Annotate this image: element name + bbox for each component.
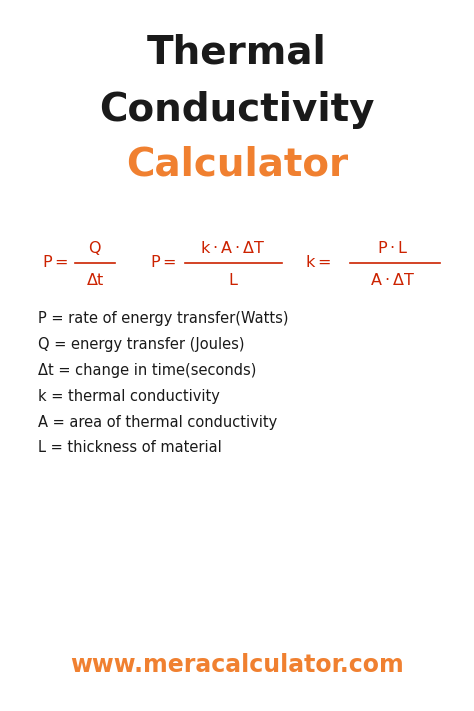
Text: www.meracalculator.com: www.meracalculator.com bbox=[70, 653, 404, 677]
Text: Δt = change in time(seconds): Δt = change in time(seconds) bbox=[38, 363, 256, 378]
Text: $\mathregular{k \cdot A \cdot \Delta T}$: $\mathregular{k \cdot A \cdot \Delta T}$ bbox=[200, 240, 266, 256]
Text: Conductivity: Conductivity bbox=[99, 91, 375, 129]
Text: $\mathregular{P}=$: $\mathregular{P}=$ bbox=[42, 254, 69, 270]
Text: $\mathregular{P}=$: $\mathregular{P}=$ bbox=[150, 254, 176, 270]
Text: Q = energy transfer (Joules): Q = energy transfer (Joules) bbox=[38, 336, 245, 351]
Text: L = thickness of material: L = thickness of material bbox=[38, 441, 222, 456]
Text: $\mathregular{A \cdot \Delta T}$: $\mathregular{A \cdot \Delta T}$ bbox=[371, 272, 416, 288]
Text: Calculator: Calculator bbox=[126, 146, 348, 184]
Text: $\mathregular{k}=$: $\mathregular{k}=$ bbox=[305, 254, 331, 270]
Text: $\mathregular{P \cdot L}$: $\mathregular{P \cdot L}$ bbox=[377, 240, 409, 256]
Text: $\mathregular{Q}$: $\mathregular{Q}$ bbox=[88, 239, 102, 257]
Text: Thermal: Thermal bbox=[147, 33, 327, 71]
Text: k = thermal conductivity: k = thermal conductivity bbox=[38, 388, 220, 404]
Text: P = rate of energy transfer(Watts): P = rate of energy transfer(Watts) bbox=[38, 311, 289, 326]
Text: A = area of thermal conductivity: A = area of thermal conductivity bbox=[38, 415, 277, 429]
Text: $\mathregular{\Delta t}$: $\mathregular{\Delta t}$ bbox=[86, 272, 104, 288]
Text: $\mathregular{L}$: $\mathregular{L}$ bbox=[228, 272, 238, 288]
